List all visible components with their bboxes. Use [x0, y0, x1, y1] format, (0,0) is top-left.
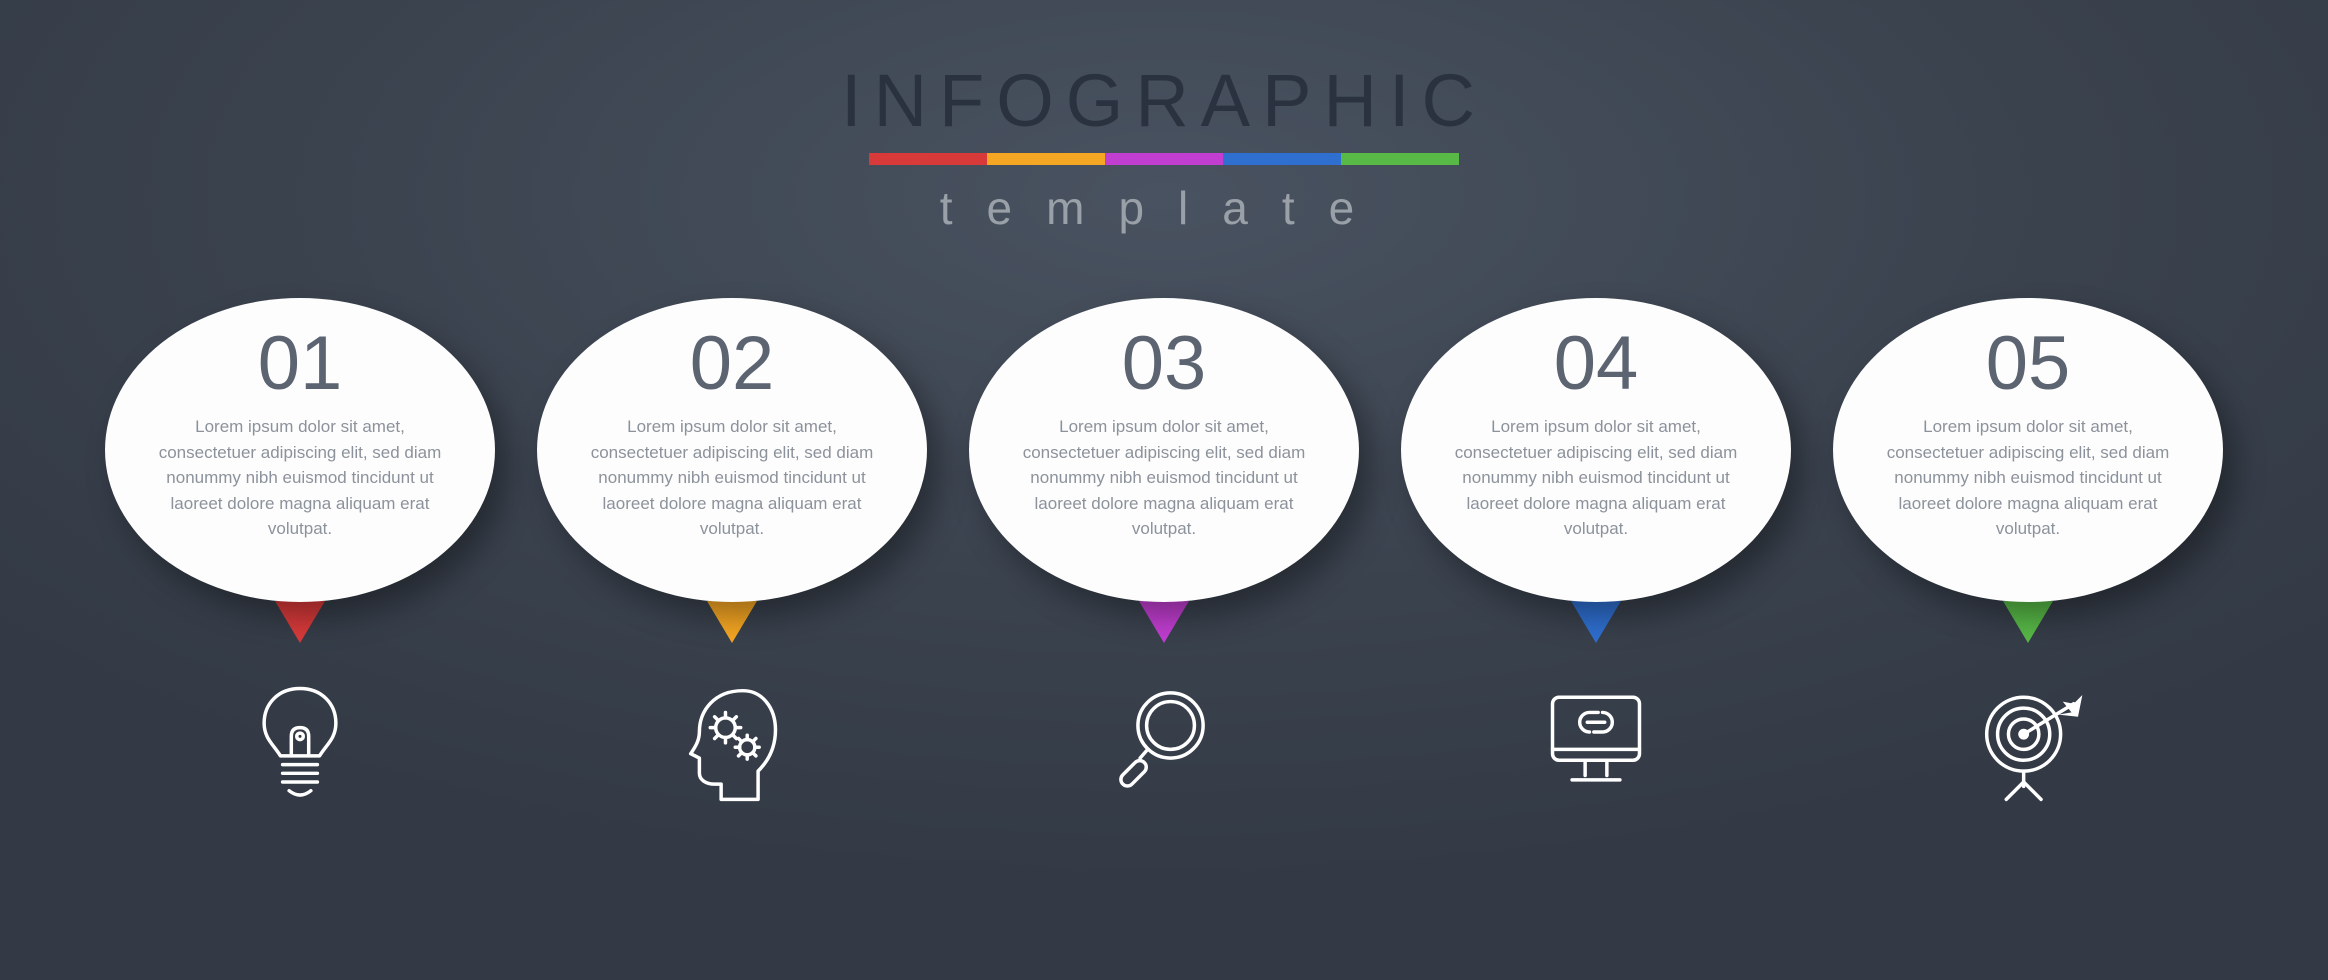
speech-bubble: 02 Lorem ipsum dolor sit amet, consectetu… — [537, 298, 927, 602]
step-number: 04 — [1554, 326, 1639, 402]
color-bar-segment — [987, 153, 1105, 165]
target-icon — [1973, 679, 2083, 809]
step-body: Lorem ipsum dolor sit amet, consectetuer… — [150, 414, 450, 542]
monitor-link-icon — [1541, 679, 1651, 809]
pointer-triangle — [275, 601, 325, 643]
step: 04 Lorem ipsum dolor sit amet, consectetu… — [1401, 298, 1791, 809]
color-bar-segment — [1223, 153, 1341, 165]
step-body: Lorem ipsum dolor sit amet, consectetuer… — [1446, 414, 1746, 542]
step-number: 02 — [690, 326, 775, 402]
step-number: 05 — [1986, 326, 2071, 402]
step: 05 Lorem ipsum dolor sit amet, consectetu… — [1833, 298, 2223, 809]
step-number: 01 — [258, 326, 343, 402]
color-bar-segment — [1105, 153, 1223, 165]
speech-bubble: 04 Lorem ipsum dolor sit amet, consectetu… — [1401, 298, 1791, 602]
step-number: 03 — [1122, 326, 1207, 402]
pointer-triangle — [1139, 601, 1189, 643]
speech-bubble: 01 Lorem ipsum dolor sit amet, consectetu… — [105, 298, 495, 602]
page-title: INFOGRAPHIC — [0, 58, 2328, 143]
speech-bubble: 05 Lorem ipsum dolor sit amet, consectetu… — [1833, 298, 2223, 602]
step: 03 Lorem ipsum dolor sit amet, consectetu… — [969, 298, 1359, 809]
step-body: Lorem ipsum dolor sit amet, consectetuer… — [582, 414, 882, 542]
accent-color-bar — [0, 153, 2328, 165]
magnifier-icon — [1109, 679, 1219, 809]
pointer-triangle — [707, 601, 757, 643]
color-bar-segment — [869, 153, 987, 165]
step-body: Lorem ipsum dolor sit amet, consectetuer… — [1014, 414, 1314, 542]
pointer-triangle — [1571, 601, 1621, 643]
step: 01 Lorem ipsum dolor sit amet, consectetu… — [105, 298, 495, 809]
speech-bubble: 03 Lorem ipsum dolor sit amet, consectetu… — [969, 298, 1359, 602]
steps-row: 01 Lorem ipsum dolor sit amet, consectetu… — [0, 298, 2328, 809]
lightbulb-icon — [245, 679, 355, 809]
color-bar-segment — [1341, 153, 1459, 165]
step-body: Lorem ipsum dolor sit amet, consectetuer… — [1878, 414, 2178, 542]
page-subtitle: template — [0, 181, 2328, 235]
step: 02 Lorem ipsum dolor sit amet, consectetu… — [537, 298, 927, 809]
header: INFOGRAPHIC template — [0, 0, 2328, 235]
pointer-triangle — [2003, 601, 2053, 643]
head-gears-icon — [677, 679, 787, 809]
